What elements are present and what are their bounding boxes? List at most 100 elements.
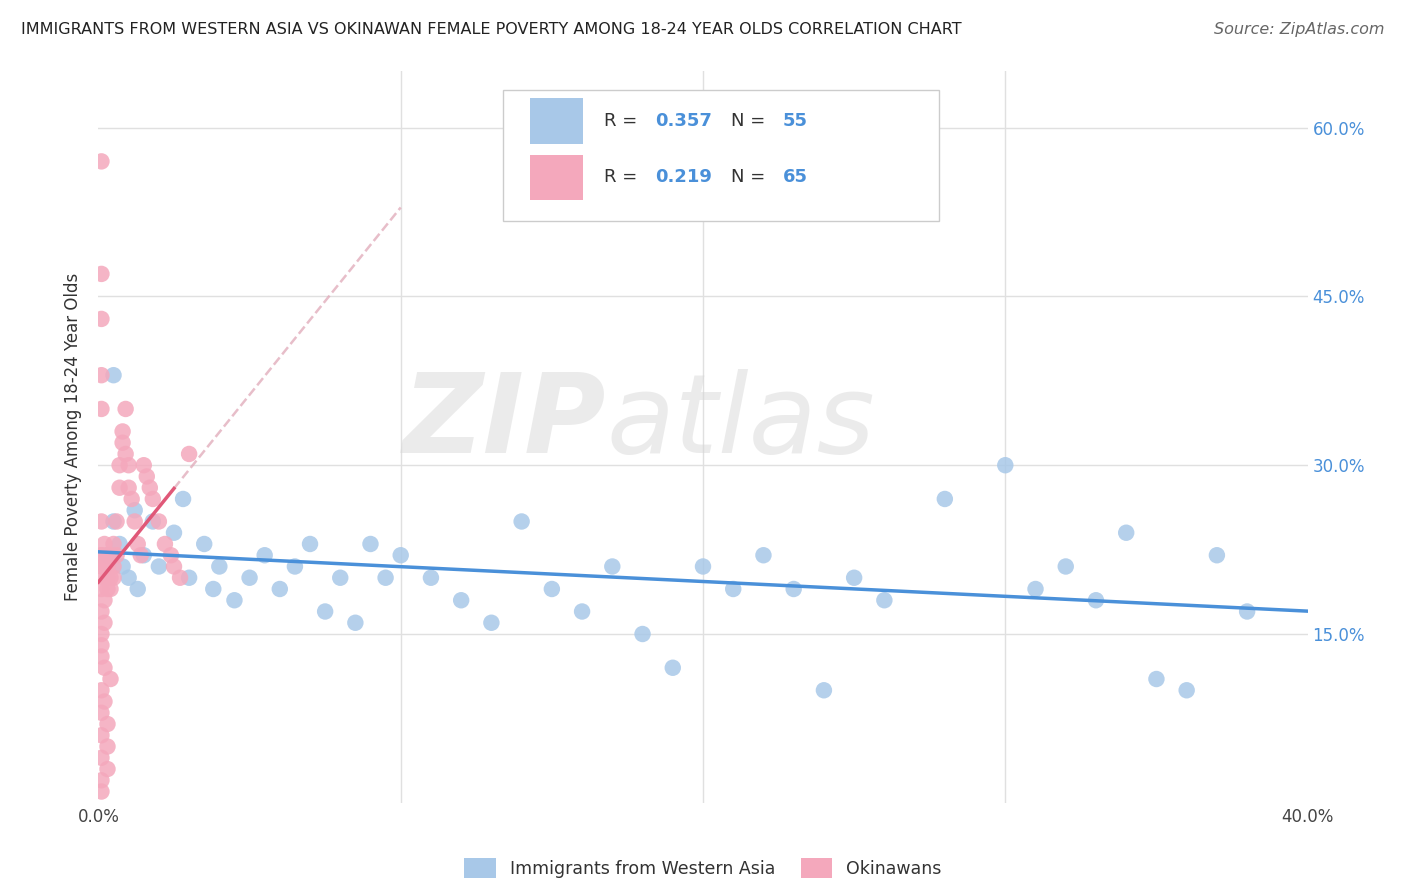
- Point: [118, 571, 141, 585]
- Point: [96, 571, 118, 585]
- Point: [111, 425, 134, 439]
- Point: [90, 401, 112, 416]
- Point: [96, 548, 118, 562]
- Point: [163, 525, 186, 540]
- Point: [111, 435, 134, 450]
- Point: [994, 458, 1017, 473]
- Point: [269, 582, 291, 596]
- Point: [90, 548, 112, 562]
- Point: [540, 582, 562, 596]
- Point: [103, 537, 125, 551]
- Point: [96, 548, 118, 562]
- Point: [105, 548, 128, 562]
- Point: [153, 537, 176, 551]
- Point: [90, 627, 112, 641]
- Point: [127, 537, 149, 551]
- Point: [163, 559, 186, 574]
- Point: [1024, 582, 1046, 596]
- Point: [602, 559, 624, 574]
- Point: [224, 593, 246, 607]
- Point: [96, 762, 118, 776]
- Point: [90, 267, 112, 281]
- Point: [374, 571, 396, 585]
- Point: [121, 491, 143, 506]
- Point: [344, 615, 367, 630]
- Legend: Immigrants from Western Asia, Okinawans: Immigrants from Western Asia, Okinawans: [464, 858, 942, 879]
- Point: [93, 559, 115, 574]
- Point: [314, 605, 336, 619]
- Text: Source: ZipAtlas.com: Source: ZipAtlas.com: [1215, 22, 1385, 37]
- Point: [90, 154, 112, 169]
- Point: [193, 537, 215, 551]
- Point: [132, 548, 155, 562]
- Point: [148, 515, 170, 529]
- Point: [208, 559, 231, 574]
- Point: [118, 481, 141, 495]
- Point: [124, 515, 146, 529]
- Point: [93, 571, 115, 585]
- Y-axis label: Female Poverty Among 18-24 Year Olds: Female Poverty Among 18-24 Year Olds: [65, 273, 83, 601]
- Point: [813, 683, 835, 698]
- Text: 65: 65: [783, 169, 808, 186]
- Point: [510, 515, 533, 529]
- Point: [103, 368, 125, 383]
- Point: [1085, 593, 1108, 607]
- Point: [692, 559, 714, 574]
- Text: 0.357: 0.357: [655, 112, 711, 130]
- FancyBboxPatch shape: [530, 98, 583, 144]
- FancyBboxPatch shape: [503, 90, 939, 221]
- Point: [108, 537, 131, 551]
- Point: [90, 638, 112, 652]
- FancyBboxPatch shape: [530, 154, 583, 200]
- Point: [481, 615, 503, 630]
- Point: [124, 503, 146, 517]
- Point: [160, 548, 183, 562]
- Point: [239, 571, 262, 585]
- Point: [1206, 548, 1229, 562]
- Text: N =: N =: [731, 169, 770, 186]
- Text: R =: R =: [603, 169, 643, 186]
- Text: 0.219: 0.219: [655, 169, 711, 186]
- Point: [96, 717, 118, 731]
- Point: [148, 559, 170, 574]
- Point: [284, 559, 307, 574]
- Point: [723, 582, 745, 596]
- Point: [661, 661, 683, 675]
- Point: [389, 548, 412, 562]
- Point: [111, 559, 134, 574]
- Point: [108, 458, 131, 473]
- Text: ZIP: ZIP: [402, 369, 606, 476]
- Point: [90, 706, 112, 720]
- Point: [844, 571, 866, 585]
- Point: [202, 582, 225, 596]
- Point: [90, 548, 112, 562]
- Point: [114, 447, 136, 461]
- Point: [90, 559, 112, 574]
- Point: [93, 537, 115, 551]
- Point: [90, 515, 112, 529]
- Point: [100, 571, 122, 585]
- Point: [129, 548, 152, 562]
- Point: [127, 582, 149, 596]
- Text: R =: R =: [603, 112, 643, 130]
- Point: [360, 537, 382, 551]
- Point: [100, 548, 122, 562]
- Point: [90, 605, 112, 619]
- Point: [90, 683, 112, 698]
- Point: [90, 751, 112, 765]
- Point: [179, 571, 201, 585]
- Point: [752, 548, 775, 562]
- Point: [631, 627, 654, 641]
- Point: [299, 537, 322, 551]
- Point: [450, 593, 472, 607]
- Point: [1115, 525, 1137, 540]
- Point: [169, 571, 191, 585]
- Point: [96, 739, 118, 754]
- Point: [90, 649, 112, 664]
- Point: [873, 593, 896, 607]
- Point: [90, 368, 112, 383]
- Point: [1236, 605, 1258, 619]
- Text: IMMIGRANTS FROM WESTERN ASIA VS OKINAWAN FEMALE POVERTY AMONG 18-24 YEAR OLDS CO: IMMIGRANTS FROM WESTERN ASIA VS OKINAWAN…: [21, 22, 962, 37]
- Point: [253, 548, 276, 562]
- Text: 55: 55: [783, 112, 808, 130]
